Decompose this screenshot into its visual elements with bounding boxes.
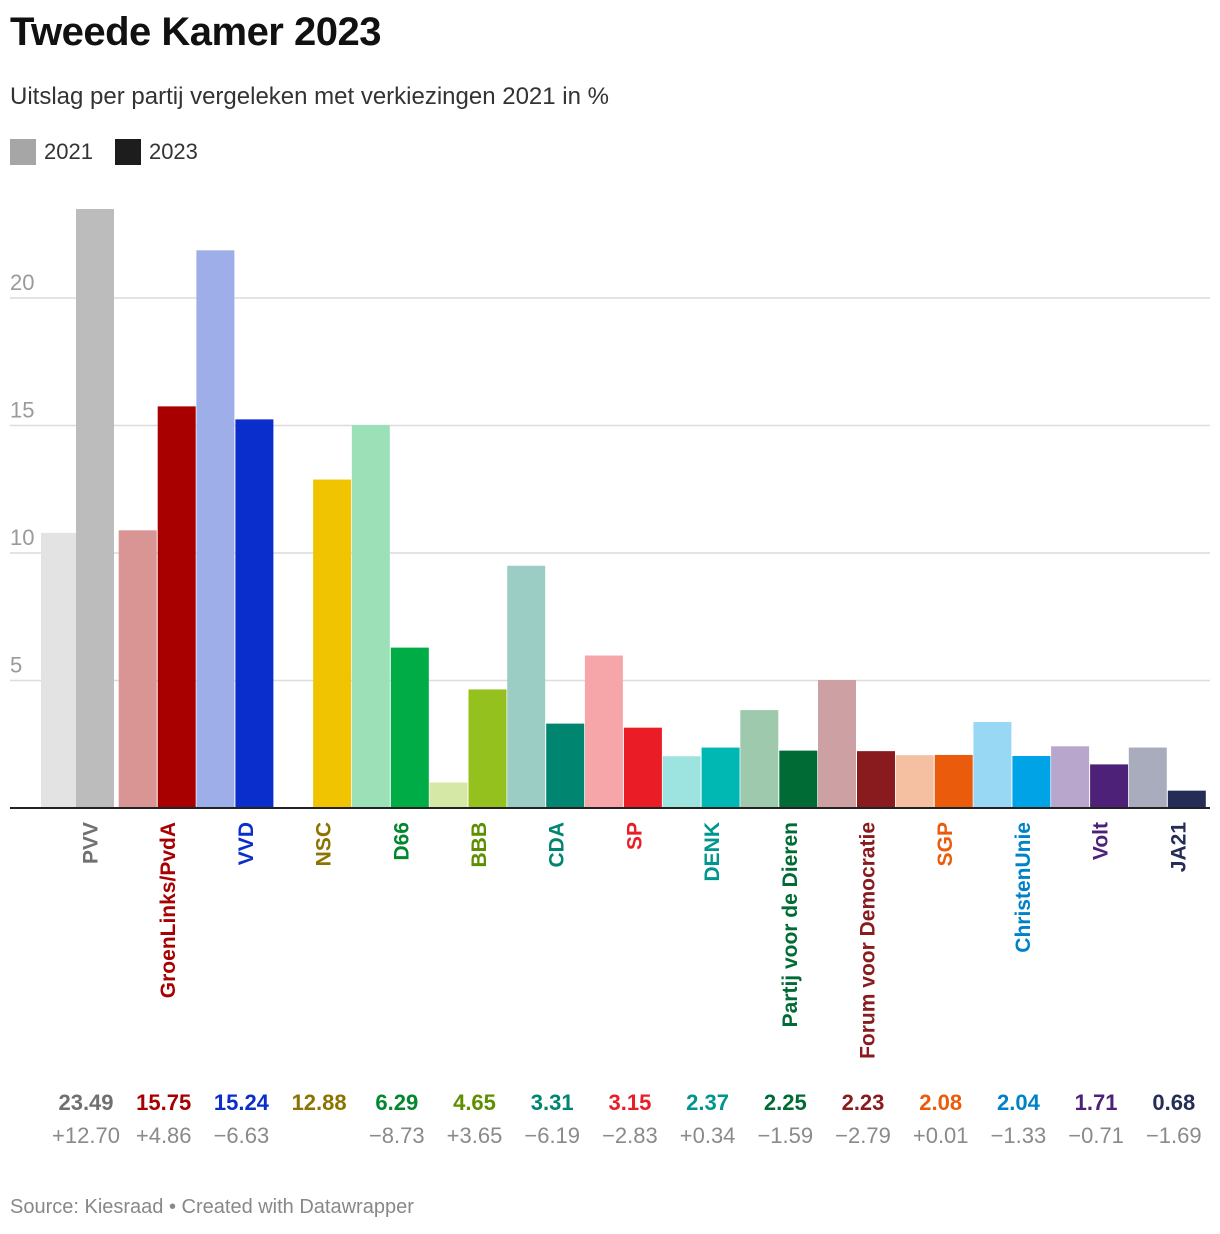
bar-2023-ja21	[1167, 790, 1206, 808]
bar-2023-sp	[623, 727, 662, 808]
change-label-volt: −0.71	[1068, 1123, 1124, 1148]
category-label-pvv: PVV	[80, 822, 103, 864]
bar-2021-groenlinks-pvda	[118, 530, 157, 808]
bar-2021-d66	[351, 424, 390, 808]
value-label-ja21: 0.68	[1152, 1090, 1195, 1115]
chart-subtitle: Uitslag per partij vergeleken met verkie…	[10, 83, 609, 110]
legend-swatch-2021	[10, 139, 36, 165]
bar-2023-partij-voor-de-dieren	[779, 750, 818, 808]
y-tick-label-10: 10	[10, 525, 34, 550]
category-label-groenlinks-pvda: GroenLinks/PvdA	[157, 822, 180, 998]
value-label-pvv: 23.49	[58, 1090, 113, 1115]
change-label-d66: −8.73	[369, 1123, 425, 1148]
category-label-sp: SP	[623, 822, 646, 850]
change-label-pvv: +12.70	[52, 1123, 120, 1148]
source-note: Source: Kiesraad • Created with Datawrap…	[10, 1196, 414, 1218]
value-label-bbb: 4.65	[453, 1090, 496, 1115]
bar-2021-volt	[1051, 746, 1090, 808]
category-label-nsc: NSC	[313, 822, 336, 866]
value-label-vvd: 15.24	[214, 1090, 270, 1115]
bar-2023-groenlinks-pvda	[157, 406, 196, 808]
bar-2023-sgp	[934, 754, 973, 808]
category-label-forum-voor-democratie: Forum voor Democratie	[857, 822, 880, 1059]
change-label-cda: −6.19	[524, 1123, 580, 1148]
y-tick-label-15: 15	[10, 398, 34, 423]
legend-label-2021: 2021	[44, 139, 93, 164]
bar-2023-pvv	[76, 209, 114, 808]
category-label-bbb: BBB	[468, 822, 491, 868]
category-label-vvd: VVD	[235, 822, 258, 865]
bar-2023-volt	[1090, 764, 1129, 808]
change-label-ja21: −1.69	[1146, 1123, 1202, 1148]
value-label-sp: 3.15	[608, 1090, 651, 1115]
bar-2021-ja21	[1128, 747, 1167, 808]
category-label-volt: Volt	[1090, 822, 1113, 860]
bar-2021-christenunie	[973, 722, 1012, 808]
bar-2023-d66	[390, 647, 429, 808]
category-label-cda: CDA	[546, 822, 569, 868]
bar-2021-vvd	[196, 250, 235, 808]
chart-title: Tweede Kamer 2023	[10, 10, 381, 54]
legend-item-2021: 2021	[10, 139, 93, 165]
change-label-partij-voor-de-dieren: −1.59	[757, 1123, 813, 1148]
value-label-d66: 6.29	[375, 1090, 418, 1115]
category-label-denk: DENK	[701, 822, 724, 882]
change-label-groenlinks-pvda: +4.86	[136, 1123, 192, 1148]
bar-2023-cda	[546, 723, 585, 808]
value-label-denk: 2.37	[686, 1090, 729, 1115]
bar-2021-bbb	[429, 782, 468, 808]
change-label-bbb: +3.65	[447, 1123, 503, 1148]
category-label-ja21: JA21	[1167, 822, 1190, 873]
legend-item-2023: 2023	[114, 139, 198, 165]
value-label-volt: 1.71	[1075, 1090, 1118, 1115]
change-label-denk: +0.34	[680, 1123, 736, 1148]
bar-2023-denk	[701, 747, 740, 808]
y-tick-label-20: 20	[10, 270, 34, 295]
bar-2023-christenunie	[1012, 755, 1051, 808]
change-label-vvd: −6.63	[214, 1123, 270, 1148]
bar-2021-denk	[662, 756, 701, 808]
legend-swatch-2023	[114, 139, 141, 165]
bar-2021-cda	[507, 565, 546, 808]
value-label-forum-voor-democratie: 2.23	[842, 1090, 885, 1115]
bar-2021-sp	[584, 655, 623, 808]
category-label-sgp: SGP	[934, 822, 957, 866]
bar-chart: 5 10 15 20 PVV 23.49 +12.70 GroenLinks/PvdA 15.7…	[10, 209, 1210, 1148]
value-label-christenunie: 2.04	[997, 1090, 1041, 1115]
bar-2023-nsc	[313, 479, 352, 808]
bar-2023-vvd	[235, 419, 274, 808]
legend-label-2023: 2023	[148, 139, 198, 164]
bar-2021-pvv	[41, 532, 79, 808]
bar-2023-forum-voor-democratie	[857, 751, 895, 808]
value-label-cda: 3.31	[531, 1090, 574, 1115]
bar-2021-partij-voor-de-dieren	[740, 710, 779, 808]
bar-2021-sgp	[895, 755, 934, 808]
value-label-partij-voor-de-dieren: 2.25	[764, 1090, 807, 1115]
legend: 2021 2023	[10, 139, 198, 165]
value-label-nsc: 12.88	[292, 1090, 347, 1115]
value-label-groenlinks-pvda: 15.75	[136, 1090, 191, 1115]
value-label-sgp: 2.08	[919, 1090, 962, 1115]
change-label-sgp: +0.01	[913, 1123, 969, 1148]
category-label-christenunie: ChristenUnie	[1012, 822, 1035, 953]
y-tick-label-5: 5	[10, 653, 22, 678]
change-label-christenunie: −1.33	[991, 1123, 1047, 1148]
change-label-sp: −2.83	[602, 1123, 658, 1148]
bar-2023-bbb	[468, 689, 507, 808]
category-label-d66: D66	[390, 822, 413, 861]
change-label-forum-voor-democratie: −2.79	[835, 1123, 891, 1148]
bar-2021-forum-voor-democratie	[818, 679, 856, 808]
category-label-partij-voor-de-dieren: Partij voor de Dieren	[779, 822, 802, 1027]
